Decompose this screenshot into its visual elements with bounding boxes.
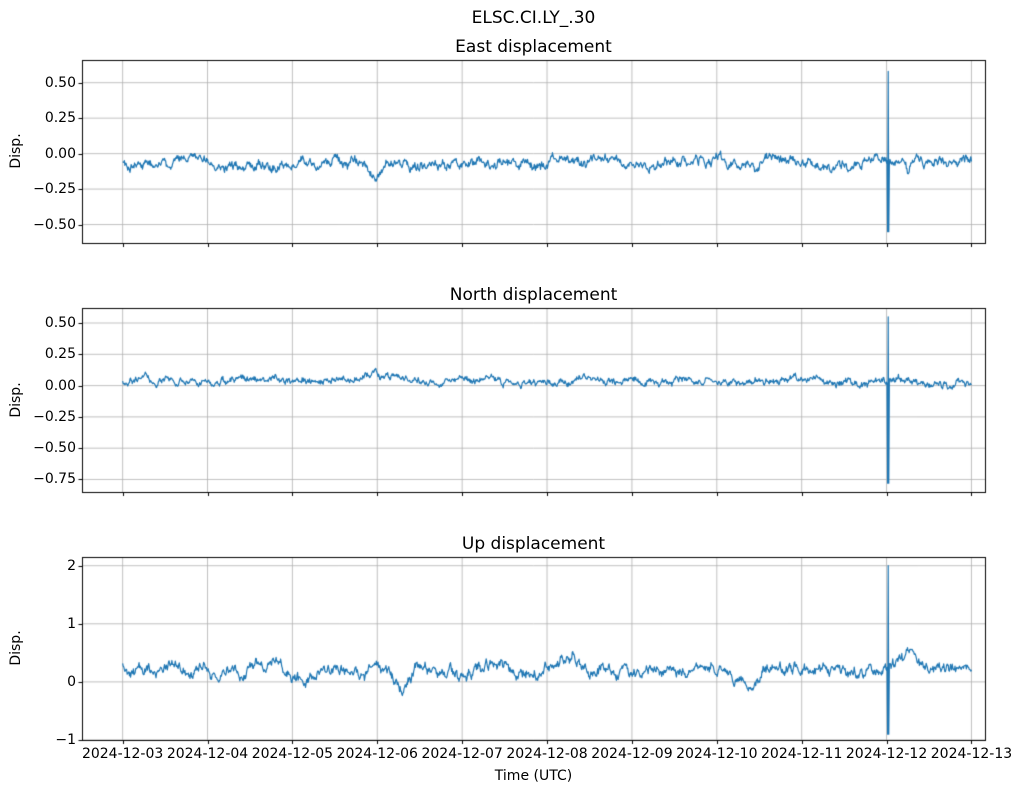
y-tick-label: 0.50 <box>44 74 76 91</box>
y-tick-label: 0 <box>67 673 76 690</box>
y-tick-label: 1 <box>67 615 76 632</box>
x-tick-label: 2024-12-10 <box>676 746 758 762</box>
y-tick-label: 0.00 <box>44 377 76 394</box>
y-tick-label: 0.25 <box>44 110 76 127</box>
y-tick-label: 0.50 <box>44 315 76 332</box>
y-tick-label: −1 <box>55 732 76 748</box>
x-tick-label: 2024-12-13 <box>930 746 1013 762</box>
subplot-title-up: Up displacement <box>461 534 606 554</box>
subplot-title-north: North displacement <box>449 285 618 305</box>
y-tick-label: 0.25 <box>44 346 76 363</box>
y-tick-label: −0.25 <box>33 181 76 198</box>
x-tick-label: 2024-12-04 <box>166 746 249 762</box>
x-tick-label: 2024-12-09 <box>591 746 673 762</box>
x-tick-label: 2024-12-07 <box>421 746 503 762</box>
x-tick-label: 2024-12-05 <box>251 746 334 762</box>
y-tick-label: −0.50 <box>33 440 76 457</box>
x-tick-label: 2024-12-11 <box>761 746 843 762</box>
y-tick-label: −0.25 <box>33 408 76 425</box>
subplot-title-east: East displacement <box>455 37 612 57</box>
x-tick-label: 2024-12-03 <box>81 746 164 762</box>
y-tick-label: 2 <box>67 557 76 574</box>
y-tick-label: 0.00 <box>44 145 76 162</box>
y-tick-label: −0.75 <box>33 471 76 488</box>
x-tick-label: 2024-12-08 <box>506 746 588 762</box>
x-tick-label: 2024-12-06 <box>336 746 418 762</box>
x-axis-label: Time (UTC) <box>494 768 573 784</box>
x-tick-label: 2024-12-12 <box>845 746 928 762</box>
figure-title: ELSC.CI.LY_.30 <box>471 8 596 28</box>
y-tick-label: −0.50 <box>33 216 76 233</box>
